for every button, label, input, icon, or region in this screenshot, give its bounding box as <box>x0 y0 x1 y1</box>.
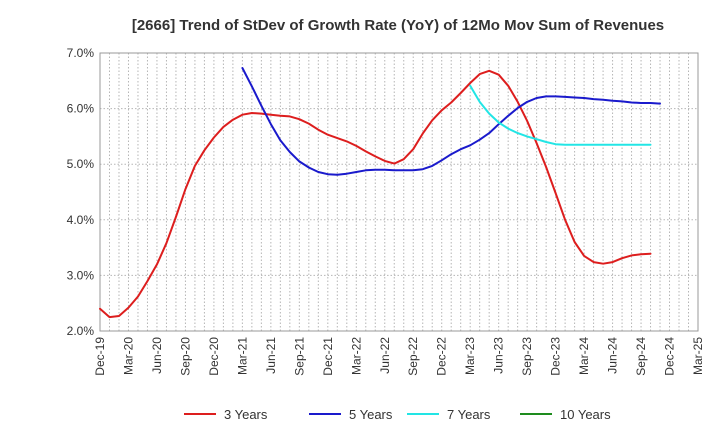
y-tick-label: 6.0% <box>67 102 95 116</box>
x-tick-label: Sep-22 <box>406 337 420 376</box>
y-tick-label: 3.0% <box>67 268 95 282</box>
x-tick-label: Dec-22 <box>435 337 449 376</box>
x-tick-label: Dec-21 <box>321 337 335 376</box>
x-tick-label: Jun-20 <box>150 337 164 374</box>
series-line-7-years <box>469 84 652 146</box>
plot-frame <box>99 52 699 332</box>
series-lines <box>99 67 661 319</box>
legend-label-7-years: 7 Years <box>447 407 491 422</box>
x-tick-label: Jun-24 <box>606 337 620 374</box>
legend-label-10-years: 10 Years <box>560 407 611 422</box>
x-tick-label: Jun-23 <box>492 337 506 374</box>
x-tick-label: Dec-20 <box>207 337 221 376</box>
y-tick-label: 4.0% <box>67 213 95 227</box>
legend-label-5-years: 5 Years <box>349 407 393 422</box>
y-tick-label: 5.0% <box>67 157 95 171</box>
x-tick-label: Jun-21 <box>264 337 278 374</box>
y-tick-label: 2.0% <box>67 324 95 338</box>
y-tick-label: 7.0% <box>67 46 95 60</box>
y-axis-ticks: 2.0% 3.0% 4.0% 5.0% 6.0% 7.0% <box>67 46 95 338</box>
grid <box>100 52 698 332</box>
x-tick-label: Mar-21 <box>235 337 249 375</box>
x-tick-label: Sep-20 <box>178 337 192 376</box>
series-line-5-years <box>241 67 661 176</box>
x-tick-label: Mar-23 <box>463 337 477 375</box>
x-tick-label: Sep-23 <box>520 337 534 376</box>
chart-title: [2666] Trend of StDev of Growth Rate (Yo… <box>132 17 664 34</box>
series-line-3-years <box>99 69 652 319</box>
x-tick-label: Mar-24 <box>577 337 591 375</box>
x-tick-label: Sep-21 <box>292 337 306 376</box>
x-axis-ticks: Dec-19 Mar-20 Jun-20 Sep-20 Dec-20 Mar-21 Jun-… <box>93 337 705 376</box>
x-tick-label: Dec-23 <box>549 337 563 376</box>
x-tick-label: Jun-22 <box>378 337 392 374</box>
legend-label-3-years: 3 Years <box>224 407 268 422</box>
x-tick-label: Mar-20 <box>121 337 135 375</box>
x-tick-label: Mar-25 <box>691 337 705 375</box>
legend: 3 Years 5 Years 7 Years 10 Years <box>184 407 611 422</box>
x-tick-label: Sep-24 <box>634 337 648 376</box>
x-tick-label: Mar-22 <box>349 337 363 375</box>
x-tick-label: Dec-19 <box>93 337 107 376</box>
x-tick-label: Dec-24 <box>663 337 677 376</box>
